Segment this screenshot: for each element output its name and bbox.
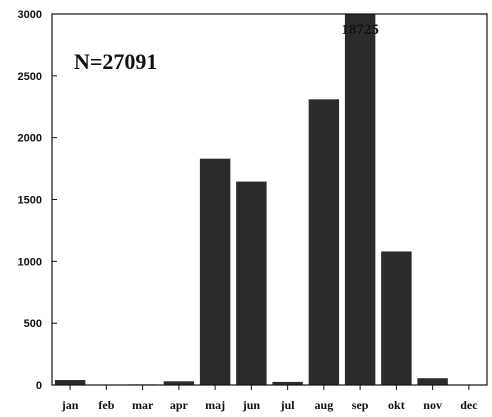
bar-jun [236,181,267,385]
x-tick-label-mar: mar [132,398,154,412]
x-tick-label-sep: sep [352,398,369,412]
bar-jan [54,380,86,385]
y-tick-label: 1000 [18,256,42,268]
bar-sep [344,14,376,385]
x-tick-label-jan: jan [61,398,79,412]
x-tick-label-maj: maj [205,398,225,412]
bar-maj [199,158,231,385]
x-tick-label-feb: feb [98,398,114,412]
y-tick-label: 0 [36,380,42,392]
bar-apr [163,381,195,385]
y-tick-label: 3000 [18,9,42,21]
bar-nov [417,378,448,385]
bars [54,14,448,386]
y-tick-label: 2000 [18,133,42,145]
x-tick-label-okt: okt [388,398,405,412]
total-annotation: N=27091 [74,49,157,74]
y-axis: 0 500 1000 1500 2000 2500 3000 [18,9,57,392]
x-tick-label-aug: aug [315,398,334,412]
x-tick-label-apr: apr [170,398,189,412]
x-tick-label-nov: nov [423,398,442,412]
bar-jul [272,381,303,385]
clipped-bar-value-label: 18725 [341,22,379,38]
plot-frame [51,13,488,386]
y-tick-label: 1500 [18,195,42,207]
x-tick-label-jul: jul [280,398,296,412]
x-axis: jan feb mar apr maj jun jul aug sep okt nov dec [61,385,478,412]
bar-aug [308,99,340,385]
y-tick-label: 500 [24,318,42,330]
x-tick-label-dec: dec [460,398,478,412]
bar-okt [381,251,412,385]
y-tick-label: 2500 [18,71,42,83]
x-tick-label-jun: jun [242,398,261,412]
